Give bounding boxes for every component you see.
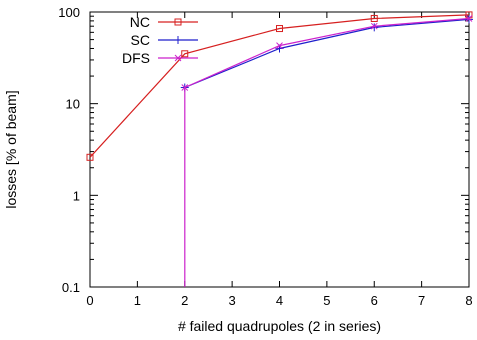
y-tick-label: 10 xyxy=(66,97,80,112)
data-point-sc xyxy=(465,15,473,24)
series-sc xyxy=(180,15,473,92)
legend: NC SC DFS xyxy=(122,14,198,66)
x-tick-label: 1 xyxy=(134,293,141,308)
x-tick-label: 6 xyxy=(371,293,378,308)
legend-label-dfs: DFS xyxy=(122,50,150,66)
x-tick-label: 5 xyxy=(323,293,330,308)
data-point-dfs xyxy=(276,42,283,49)
x-tick-label: 7 xyxy=(418,293,425,308)
x-tick-label: 0 xyxy=(86,293,93,308)
x-tick-label: 8 xyxy=(465,293,472,308)
legend-label-sc: SC xyxy=(131,32,150,48)
data-point-dfs xyxy=(181,84,189,91)
y-tick-label: 100 xyxy=(58,5,80,20)
series-dfs xyxy=(181,15,473,287)
data-point-dfs xyxy=(370,22,378,30)
data-point-nc xyxy=(276,25,283,33)
legend-marker-sc xyxy=(174,36,182,44)
legend-label-nc: NC xyxy=(130,14,150,30)
series-line-dfs xyxy=(184,17,470,287)
data-point-nc xyxy=(181,50,189,58)
series-line-sc xyxy=(184,18,470,89)
data-point-nc xyxy=(86,153,94,161)
series-layer xyxy=(86,11,473,287)
legend-marker-nc xyxy=(174,18,182,26)
data-point-nc xyxy=(370,14,378,22)
data-point-dfs xyxy=(465,15,473,22)
axes-layer: 0 1 2 3 4 5 6 7 8 0.1 1 10 100 xyxy=(58,5,472,308)
y-tick-label: 0.1 xyxy=(62,280,80,295)
legend-marker-dfs xyxy=(174,54,182,62)
x-tick-label: 2 xyxy=(181,293,188,308)
y-axis-label: losses [% of beam] xyxy=(3,90,19,208)
y-tick-label: 1 xyxy=(73,188,80,203)
x-tick-label: 3 xyxy=(229,293,236,308)
x-axis-label: # failed quadrupoles (2 in series) xyxy=(178,318,381,334)
series-line-nc xyxy=(89,14,470,158)
x-tick-label: 4 xyxy=(276,293,283,308)
